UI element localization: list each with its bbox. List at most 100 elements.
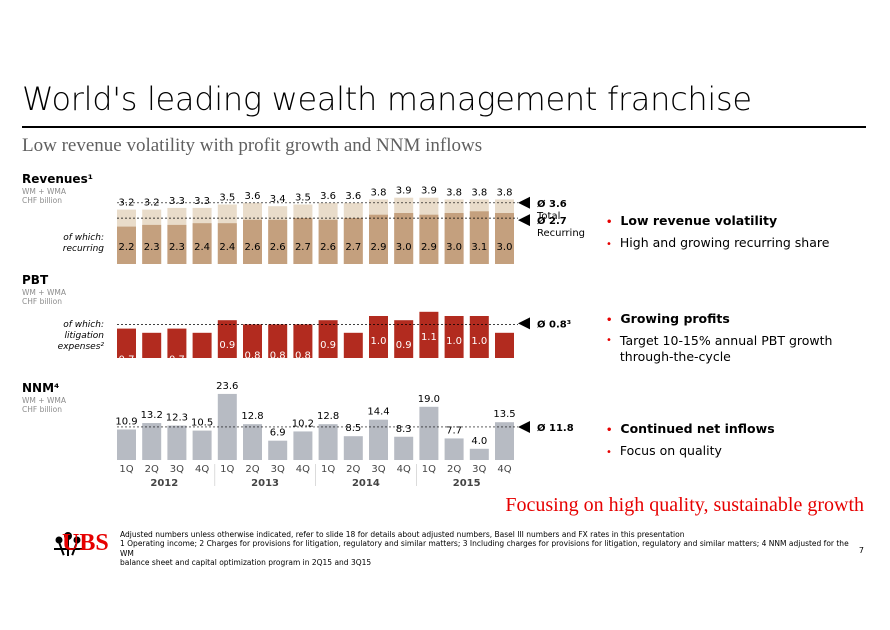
average-label: Ø 0.8³ — [537, 318, 571, 330]
slide-title: World's leading wealth management franch… — [22, 80, 752, 118]
pbt-label: 0.7 — [119, 355, 135, 366]
nnm-label: 10.2 — [292, 418, 314, 429]
revenue-recurring-bar — [369, 214, 388, 264]
revenue-recurring-bar — [142, 224, 162, 264]
average-sublabel: Total — [536, 211, 560, 222]
revenue-recurring-label: 3.0 — [497, 242, 513, 253]
revenue-total-label: 3.3 — [194, 196, 210, 207]
revenue-total-label: 3.8 — [497, 187, 513, 198]
pbt-title: PBT — [22, 273, 49, 287]
nnm-bar — [243, 424, 262, 460]
nnm-label: 10.9 — [115, 416, 137, 427]
revenue-recurring-bar — [343, 218, 363, 264]
bullet-text: Target 10-15% annual PBT growth through-… — [619, 333, 833, 364]
pbt-bar — [117, 328, 136, 358]
quarter-tick-label: 3Q — [271, 464, 285, 475]
revenue-recurring-label: 3.0 — [446, 242, 462, 253]
revenue-recurring-label: 2.9 — [421, 242, 437, 253]
nnm-label: 4.0 — [471, 436, 487, 447]
pbt-label: 0.6 — [194, 359, 210, 370]
revenue-recurring-bar — [318, 219, 338, 264]
revenue-recurring-label: 2.7 — [345, 242, 361, 253]
average-marker-icon — [518, 214, 530, 227]
quarter-tick-label: 2Q — [145, 464, 159, 475]
revenue-recurring-bar — [394, 213, 414, 264]
pbt-bar — [167, 328, 187, 358]
nnm-label: 8.3 — [396, 424, 412, 435]
nnm-bar — [343, 436, 363, 460]
bullet-pbt-2: • Target 10-15% annual PBT growth through… — [606, 333, 833, 364]
revenue-recurring-bar — [444, 213, 464, 264]
revenue-total-label: 3.3 — [169, 196, 185, 207]
quarter-tick-label: 1Q — [321, 464, 335, 475]
revenue-recurring-bar — [243, 219, 262, 264]
nnm-label: 19.0 — [418, 394, 440, 405]
nnm-bar — [192, 430, 212, 460]
pbt-label: 1.0 — [446, 336, 462, 347]
average-marker-icon — [518, 196, 530, 209]
pbt-bar — [268, 324, 288, 358]
pbt-bar — [343, 332, 363, 358]
pbt-label: 1.0 — [471, 336, 487, 347]
year-tick-label: 2014 — [352, 478, 380, 489]
pbt-bar — [217, 320, 237, 358]
revenue-recurring-label: 2.6 — [270, 242, 286, 253]
revenue-recurring-bar — [469, 211, 489, 264]
nnm-title: NNM⁴ — [22, 381, 60, 395]
nnm-label: 12.3 — [166, 413, 188, 424]
bullet-revenues-2: • High and growing recurring share — [606, 235, 830, 250]
revenue-recurring-bar — [293, 218, 313, 264]
revenue-total-label: 3.9 — [421, 186, 437, 197]
tagline: Focusing on high quality, sustainable gr… — [505, 494, 864, 516]
revenue-total-label: 3.8 — [471, 187, 487, 198]
pbt-bar — [444, 316, 464, 358]
nnm-bar — [495, 422, 514, 460]
nnm-label: 8.5 — [345, 423, 361, 434]
quarter-tick-label: 4Q — [397, 464, 411, 475]
pbt-label: 1.1 — [421, 332, 437, 343]
quarter-tick-label: 2Q — [245, 464, 259, 475]
revenue-recurring-label: 2.2 — [119, 242, 135, 253]
year-tick-label: 2015 — [453, 478, 481, 489]
nnm-label: 6.9 — [270, 428, 286, 439]
nnm-bar — [469, 448, 489, 460]
pbt-label: 0.8 — [295, 350, 311, 361]
revenue-recurring-label: 2.7 — [295, 242, 311, 253]
revenue-total-label: 3.9 — [396, 186, 412, 197]
bullet-text: High and growing recurring share — [619, 235, 830, 250]
bullet-text: Growing profits — [620, 311, 730, 326]
quarter-tick-label: 4Q — [296, 464, 310, 475]
year-tick-label: 2013 — [251, 478, 279, 489]
average-sublabel: Recurring — [537, 228, 585, 239]
nnm-unit: WM + WMA CHF billion — [22, 396, 66, 414]
pbt-bar — [293, 324, 313, 358]
pbt-litigation-label: of which: litigation expenses² — [57, 320, 104, 352]
revenue-recurring-bar — [217, 223, 237, 264]
nnm-bar — [142, 423, 162, 460]
pbt-label: 0.9 — [396, 340, 412, 351]
pbt-label: 0.9 — [219, 340, 235, 351]
pbt-bar — [369, 316, 388, 358]
pbt-bar — [192, 332, 212, 358]
quarter-tick-label: 3Q — [472, 464, 486, 475]
revenue-total-label: 3.5 — [219, 193, 235, 204]
bullet-text: Continued net inflows — [620, 421, 775, 436]
pbt-label: 0.9 — [320, 340, 336, 351]
nnm-bar — [268, 440, 288, 460]
quarter-tick-label: 2Q — [447, 464, 461, 475]
revenue-total-label: 3.5 — [295, 193, 311, 204]
nnm-label: 12.8 — [317, 411, 339, 422]
quarter-tick-label: 1Q — [119, 464, 133, 475]
nnm-bar — [217, 393, 237, 460]
revenue-recurring-label: 2.3 — [169, 242, 185, 253]
nnm-label: 23.6 — [216, 381, 238, 392]
nnm-label: 12.8 — [241, 411, 263, 422]
bullet-pbt-1: • Growing profits — [606, 311, 730, 326]
revenue-recurring-bar — [268, 219, 288, 264]
quarter-tick-label: 4Q — [497, 464, 511, 475]
pbt-label: 0.8 — [270, 350, 286, 361]
nnm-bar — [394, 436, 414, 460]
average-label: Ø 2.7 — [537, 215, 567, 227]
pbt-label: 1.0 — [371, 336, 387, 347]
